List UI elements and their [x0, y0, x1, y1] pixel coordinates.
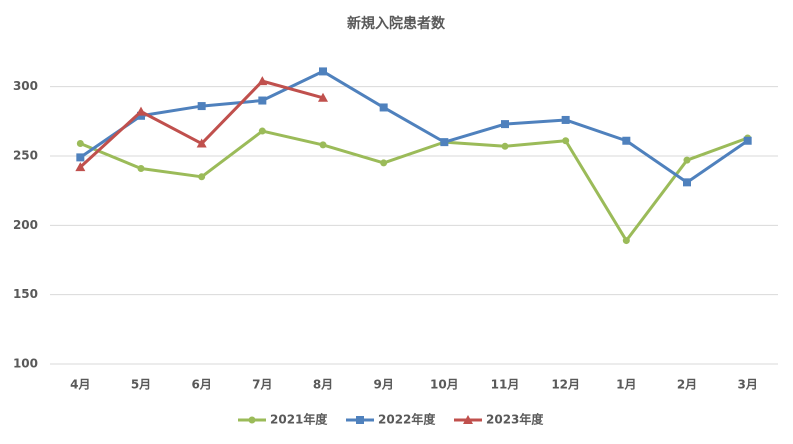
legend-marker [463, 415, 473, 424]
x-tick-label: 8月 [313, 378, 333, 392]
chart-title: 新規入院患者数 [347, 15, 446, 32]
series-line [79, 79, 324, 169]
x-tick-label: 5月 [131, 378, 151, 392]
x-tick-label: 10月 [430, 378, 459, 392]
data-point [258, 127, 266, 135]
data-point [561, 115, 570, 124]
data-point [258, 96, 267, 105]
data-point [501, 142, 509, 150]
data-point [196, 138, 207, 148]
data-point [683, 178, 691, 187]
data-point [137, 111, 145, 120]
x-tick-label: 1月 [616, 378, 636, 392]
x-tick-label: 6月 [191, 378, 211, 392]
data-point [257, 76, 268, 86]
legend-label: 2021年度 [270, 412, 328, 427]
y-tick-label: 100 [13, 357, 38, 371]
x-tick-label: 11月 [491, 378, 520, 392]
data-point [562, 137, 570, 145]
data-point [75, 162, 86, 172]
data-point [319, 141, 327, 149]
data-point [318, 92, 328, 102]
data-point [379, 103, 388, 112]
data-point [198, 173, 206, 181]
y-tick-label: 200 [13, 218, 38, 232]
data-point [440, 138, 449, 147]
series-line [79, 69, 749, 184]
data-point [380, 159, 388, 167]
data-point [501, 120, 509, 129]
x-tick-label: 12月 [551, 378, 580, 392]
data-point [76, 153, 85, 162]
x-tick-label: 2月 [677, 378, 697, 392]
data-point [136, 106, 146, 116]
x-tick-label: 3月 [737, 378, 757, 392]
data-point [683, 156, 691, 164]
data-point [622, 237, 630, 245]
y-tick-label: 150 [13, 287, 38, 301]
data-point [197, 102, 206, 111]
x-tick-label: 7月 [252, 378, 272, 392]
legend-marker [248, 416, 256, 424]
y-tick-label: 250 [13, 149, 38, 163]
legend-marker [356, 416, 364, 424]
x-tick-label: 4月 [70, 378, 90, 392]
data-point [76, 140, 84, 148]
y-tick-label: 300 [13, 79, 38, 93]
x-tick-label: 9月 [373, 378, 393, 392]
legend-label: 2023年度 [486, 412, 544, 427]
legend-label: 2022年度 [378, 412, 436, 427]
series-line [79, 129, 749, 243]
data-point [137, 164, 145, 172]
data-point [743, 136, 752, 145]
data-point [622, 136, 631, 145]
data-point [319, 67, 327, 76]
